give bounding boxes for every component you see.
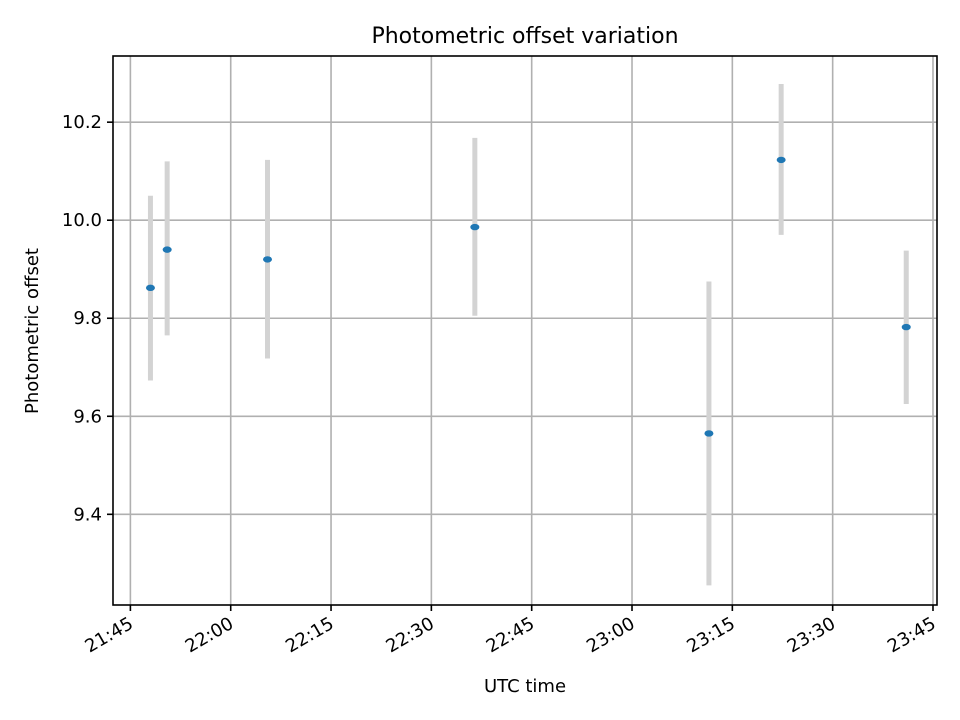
- data-point: [901, 323, 911, 331]
- y-tick-label: 10.2: [62, 112, 102, 133]
- x-tick-label: 22:15: [282, 613, 337, 657]
- error-bars: [147, 83, 909, 586]
- grid: [113, 56, 937, 605]
- x-tick-label: 23:00: [583, 613, 638, 657]
- x-tick-label: 21:45: [81, 613, 136, 657]
- data-point: [145, 284, 155, 292]
- y-tick-label: 9.8: [73, 308, 102, 329]
- data-point: [776, 156, 786, 164]
- y-tick-label: 9.4: [73, 504, 102, 525]
- data-point: [470, 223, 480, 231]
- x-tick-label: 22:30: [382, 613, 437, 657]
- x-axis-label: UTC time: [484, 676, 566, 697]
- data-point: [704, 430, 714, 437]
- x-tick-label: 23:30: [784, 613, 839, 657]
- x-tick-label: 23:15: [683, 613, 738, 657]
- data-points: [145, 156, 911, 437]
- y-tick-label: 9.6: [73, 406, 102, 427]
- y-tick-label: 10.0: [62, 210, 102, 231]
- y-axis-label: Photometric offset: [22, 248, 43, 414]
- data-point: [263, 256, 272, 263]
- x-tick-label: 23:45: [884, 613, 939, 657]
- data-point: [162, 246, 172, 253]
- x-tick-label: 22:00: [182, 613, 237, 657]
- chart-title: Photometric offset variation: [371, 24, 678, 49]
- x-tick-label: 22:45: [483, 613, 538, 657]
- plot-frame: [112, 55, 938, 606]
- ticks: 21:45 22:00 22:15 22:30 22:45 23:00 23:15 23:30…: [62, 112, 940, 657]
